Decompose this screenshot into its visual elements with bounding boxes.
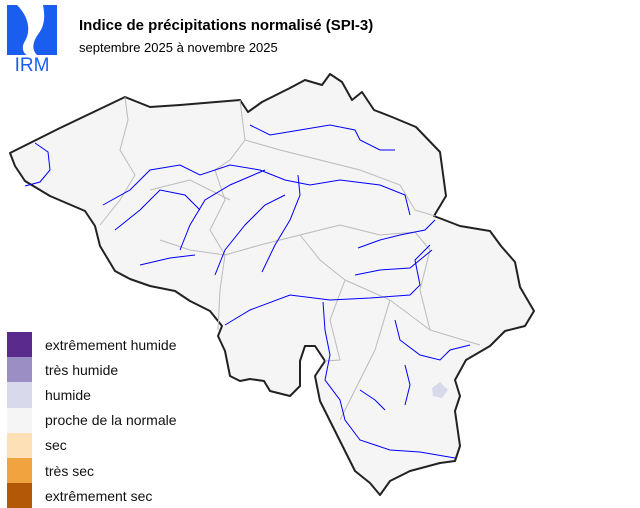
legend-item: proche de la normale: [7, 407, 177, 433]
legend: extrêmement humide très humide humide proch…: [7, 332, 177, 508]
irm-logo: IRM: [7, 5, 57, 72]
legend-swatch: [7, 382, 32, 408]
legend-swatch: [7, 483, 32, 508]
map-title: Indice de précipitations normalisé (SPI-…: [79, 17, 374, 34]
legend-label: extrêmement sec: [45, 487, 153, 504]
legend-item: très sec: [7, 457, 177, 484]
legend-swatch: [7, 332, 32, 358]
legend-item: très humide: [7, 357, 177, 383]
legend-item: humide: [7, 382, 177, 408]
humide-patch: [432, 382, 448, 398]
legend-swatch: [7, 357, 32, 383]
legend-label: extrêmement humide: [45, 336, 177, 353]
legend-swatch: [7, 407, 32, 433]
legend-item: sec: [7, 432, 177, 458]
legend-swatch: [7, 432, 32, 458]
legend-item: extrêmement sec: [7, 483, 177, 508]
legend-label: très humide: [45, 361, 119, 378]
legend-label: proche de la normale: [45, 412, 177, 429]
legend-swatch: [7, 457, 32, 484]
map-subtitle: septembre 2025 à novembre 2025: [79, 40, 278, 55]
legend-label: humide: [45, 386, 91, 403]
province-borders: [99, 96, 481, 421]
logo-text: IRM: [15, 55, 50, 72]
legend-label: très sec: [45, 462, 95, 479]
legend-label: sec: [45, 437, 67, 454]
rivers: [24, 124, 471, 459]
legend-item: extrêmement humide: [7, 332, 177, 358]
